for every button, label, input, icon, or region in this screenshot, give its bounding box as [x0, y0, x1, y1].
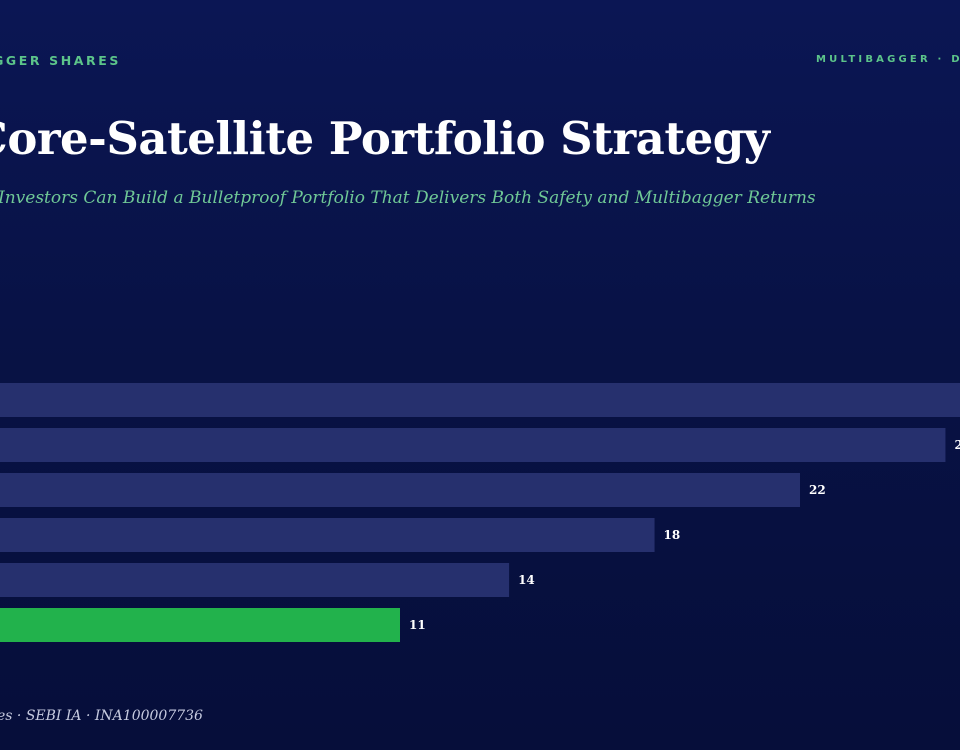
- brand-header-right-wrap: MULTIBAGGER · D: [800, 52, 960, 72]
- bar-value-label-1: 26: [954, 438, 960, 452]
- footer-disclaimer: es · SEBI IA · INA100007736: [0, 708, 203, 724]
- brand-header-right: MULTIBAGGER · D: [816, 54, 960, 65]
- bar-1: [0, 428, 946, 462]
- page-subtitle: Investors Can Build a Bulletproof Portfo…: [0, 188, 816, 208]
- bar-value-label-3: 18: [664, 528, 681, 542]
- title-wrap: Core-Satellite Portfolio Strategy: [0, 112, 960, 182]
- bar-value-label-4: 14: [518, 573, 535, 587]
- subtitle-wrap: Investors Can Build a Bulletproof Portfo…: [0, 186, 960, 214]
- bar-chart: 26 22 18 14 11: [0, 383, 960, 642]
- bar-value-label-2: 22: [809, 483, 826, 497]
- bar-2: [0, 473, 800, 507]
- bar-3: [0, 518, 655, 552]
- brand-header-left: MULTIBAGGER SHARES: [0, 53, 122, 68]
- bar-4: [0, 563, 510, 597]
- footer-wrap: es · SEBI IA · INA100007736: [0, 706, 400, 730]
- bar-5: [0, 608, 400, 642]
- brand-header-left-wrap: MULTIBAGGER SHARES: [0, 50, 200, 74]
- page-title: Core-Satellite Portfolio Strategy: [0, 112, 770, 165]
- bar-0: [0, 383, 960, 417]
- bar-value-label-5: 11: [409, 618, 426, 632]
